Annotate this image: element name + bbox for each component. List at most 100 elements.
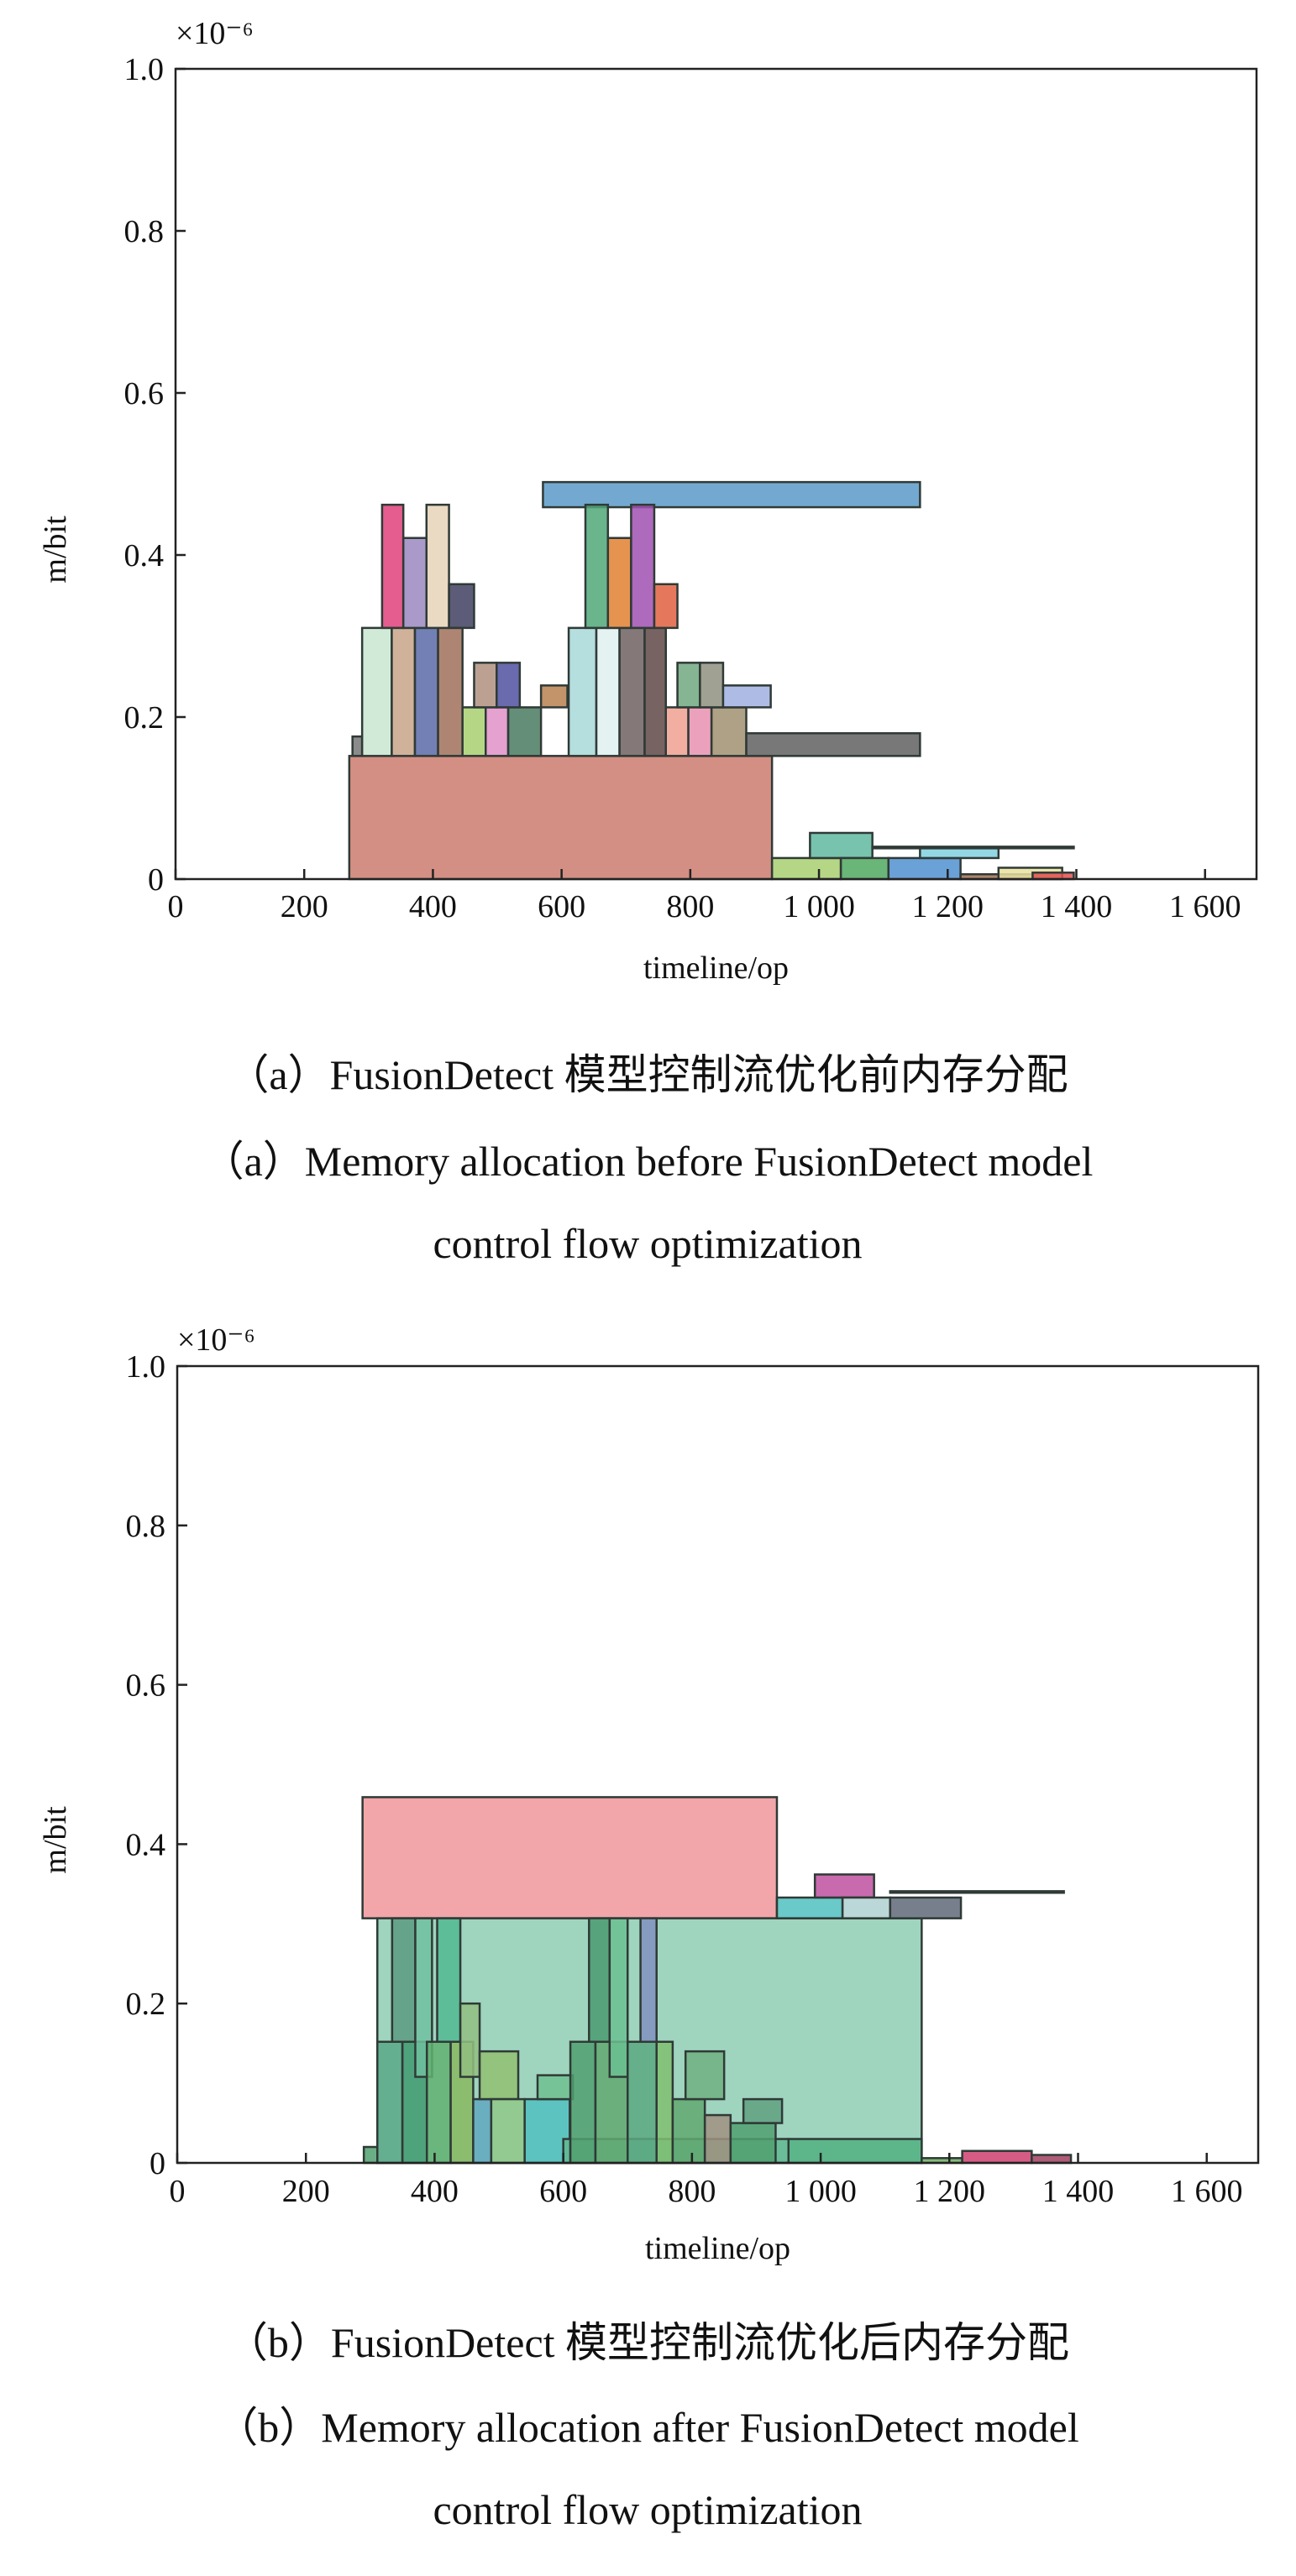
memory-block	[1031, 2154, 1073, 2165]
memory-block	[567, 626, 598, 757]
memory-block	[461, 706, 487, 757]
x-tick-label: 200	[281, 889, 328, 924]
memory-block	[436, 1917, 462, 2044]
memory-block	[539, 684, 569, 709]
memory-block	[721, 684, 772, 709]
y-tick-label: 0.8	[126, 1509, 166, 1544]
plot-frame	[174, 67, 1258, 881]
memory-block	[351, 735, 364, 757]
memory-block	[448, 583, 475, 630]
memory-block	[584, 503, 610, 630]
memory-block	[414, 1917, 433, 2078]
y-tick-label: 0.4	[124, 538, 165, 573]
memory-block	[889, 1896, 963, 1919]
memory-block	[710, 706, 748, 757]
memory-block	[425, 503, 450, 630]
x-tick-label: 600	[538, 889, 585, 924]
memory-block	[639, 1917, 658, 2044]
memory-block	[630, 503, 656, 630]
y-tick-label: 0.2	[124, 700, 165, 736]
x-tick-label: 1 600	[1171, 2174, 1243, 2209]
memory-block	[459, 2002, 481, 2078]
memory-block	[627, 2040, 658, 2165]
memory-block	[361, 1796, 779, 1919]
memory-block	[887, 856, 962, 881]
x-tick-label: 1 400	[1041, 889, 1113, 924]
memory-block	[687, 706, 713, 757]
memory-block	[473, 662, 498, 709]
memory-block	[643, 626, 667, 757]
memory-block	[770, 856, 842, 881]
memory-block	[391, 1917, 417, 2044]
memory-block	[961, 2149, 1033, 2165]
memory-block	[703, 2113, 732, 2165]
x-tick-label: 0	[168, 889, 184, 924]
x-axis-title: timeline/op	[645, 2231, 790, 2266]
y-tick-label: 0	[150, 2146, 165, 2181]
y-tick-label: 0.4	[126, 1827, 166, 1862]
memory-block	[671, 2097, 706, 2165]
memory-block	[413, 626, 439, 757]
y-multiplier: ×10⁻⁶	[177, 1322, 255, 1358]
memory-block	[745, 732, 921, 757]
x-tick-label: 1 000	[783, 889, 855, 924]
y-multiplier: ×10⁻⁶	[176, 16, 254, 51]
memory-block	[653, 583, 679, 630]
y-tick-label: 0.6	[126, 1668, 166, 1704]
memory-block	[425, 2040, 452, 2165]
memory-block	[360, 626, 393, 757]
x-tick-label: 1 200	[914, 2174, 986, 2209]
memory-block	[437, 626, 464, 757]
memory-block	[889, 1890, 1065, 1894]
y-tick-label: 0.6	[124, 376, 165, 411]
memory-block	[608, 1917, 629, 2078]
memory-block	[348, 755, 774, 881]
memory-block	[490, 2097, 526, 2165]
caption-en: control flow optimization	[433, 1220, 862, 1267]
memory-block	[375, 2040, 404, 2165]
y-tick-label: 1.0	[126, 1349, 166, 1385]
memory-block	[729, 2122, 777, 2165]
caption-en: （b）Memory allocation after FusionDetect …	[216, 2404, 1079, 2451]
y-tick-label: 0.8	[124, 214, 165, 249]
x-axis-title: timeline/op	[643, 950, 789, 986]
memory-block	[919, 847, 1000, 860]
memory-block	[391, 626, 417, 757]
memory-block	[542, 480, 921, 509]
memory-block	[606, 537, 632, 630]
x-tick-label: 1 600	[1169, 889, 1241, 924]
x-tick-label: 0	[170, 2174, 186, 2209]
memory-block	[472, 2097, 493, 2165]
memory-block	[841, 1896, 892, 1919]
x-tick-label: 800	[668, 2174, 716, 2209]
memory-block	[484, 706, 510, 757]
caption-en: （a）Memory allocation before FusionDetect…	[202, 1138, 1094, 1185]
memory-block	[664, 706, 690, 757]
caption-zh: （b）FusionDetect 模型控制流优化后内存分配	[226, 2319, 1069, 2366]
memory-block	[839, 856, 890, 881]
memory-block	[699, 662, 725, 709]
x-tick-label: 400	[411, 2174, 459, 2209]
x-tick-label: 200	[282, 2174, 330, 2209]
memory-block	[595, 626, 621, 757]
memory-block	[775, 1896, 844, 1919]
memory-block	[536, 2074, 575, 2101]
x-tick-label: 800	[666, 889, 714, 924]
y-axis-title: m/bit	[38, 1806, 73, 1874]
caption-zh: （a）FusionDetect 模型控制流优化前内存分配	[227, 1051, 1068, 1098]
memory-block	[684, 2050, 726, 2101]
y-tick-label: 1.0	[124, 52, 165, 87]
memory-block	[809, 831, 874, 860]
plot-frame	[176, 1364, 1260, 2165]
y-axis-title: m/bit	[38, 516, 73, 584]
memory-block	[401, 537, 428, 630]
memory-block	[742, 2097, 784, 2124]
y-tick-label: 0.2	[126, 1987, 166, 2022]
x-tick-label: 1 000	[784, 2174, 857, 2209]
memory-block	[380, 503, 405, 630]
memory-block	[787, 2138, 923, 2165]
memory-block	[569, 2040, 597, 2165]
memory-block	[655, 2040, 674, 2165]
